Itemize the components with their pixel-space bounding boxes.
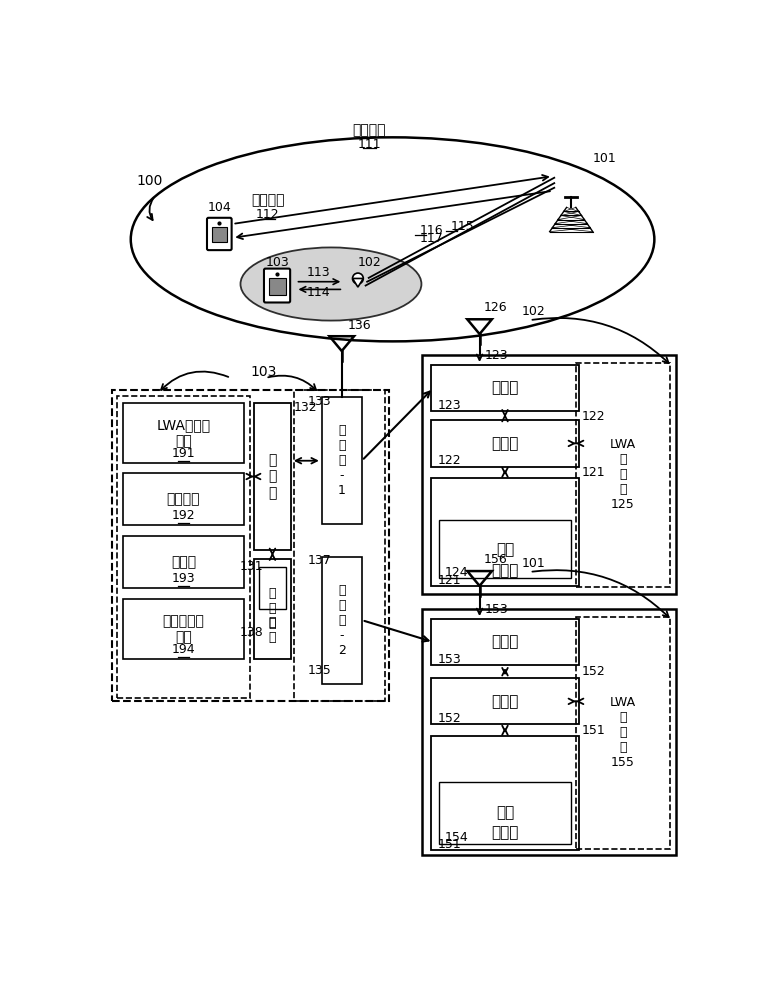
Text: 上行链路处
理器: 上行链路处 理器 [162,614,205,644]
Text: 194: 194 [172,643,195,656]
Text: 解封装器: 解封装器 [167,492,200,506]
FancyBboxPatch shape [212,227,227,242]
Text: 收
发
器
-
1: 收 发 器 - 1 [338,424,346,497]
Text: 191: 191 [172,447,195,460]
Text: 131: 131 [240,560,263,573]
Text: 102: 102 [522,305,546,318]
Text: 151: 151 [582,724,606,737]
Text: 121: 121 [437,574,461,587]
Text: 116: 116 [419,224,443,237]
Text: 下行链路: 下行链路 [251,194,285,208]
Text: 136: 136 [348,319,372,332]
Text: 121: 121 [582,466,605,479]
Text: 152: 152 [437,712,461,725]
Text: 135: 135 [308,664,332,677]
Text: 解码器: 解码器 [171,555,196,569]
Text: LWA
控
制
器
155: LWA 控 制 器 155 [610,696,636,769]
Circle shape [353,273,363,284]
Text: 133: 133 [308,395,332,408]
Text: 104: 104 [208,201,231,214]
Text: 103: 103 [250,365,277,379]
Text: 112: 112 [256,208,280,221]
Text: 122: 122 [437,454,461,467]
Text: 122: 122 [582,410,605,423]
Text: LWA地址管
理器: LWA地址管 理器 [157,418,211,448]
Text: 处理器: 处理器 [492,694,519,709]
Text: 101: 101 [522,557,546,570]
FancyBboxPatch shape [269,278,285,295]
Text: 151: 151 [437,838,461,851]
Text: 收
发
器
-
2: 收 发 器 - 2 [338,584,346,657]
Text: 收发器: 收发器 [492,635,519,650]
Text: LWA
控
制
器
125: LWA 控 制 器 125 [610,438,636,511]
FancyBboxPatch shape [264,269,290,302]
Text: 程序: 程序 [495,542,514,557]
Text: 处理器: 处理器 [492,436,519,451]
Text: 存
储
器: 存 储 器 [269,587,276,630]
Text: 117: 117 [419,232,443,245]
Text: 138: 138 [240,626,264,639]
Text: 152: 152 [582,665,606,678]
Text: 115: 115 [450,220,474,233]
Text: 处
理
器: 处 理 器 [268,453,277,500]
Text: 收发器: 收发器 [492,380,519,395]
FancyBboxPatch shape [207,218,231,250]
Text: 102: 102 [358,256,382,269]
Text: 153: 153 [437,653,461,666]
Text: 156: 156 [484,553,507,566]
Text: 126: 126 [484,301,507,314]
Text: 123: 123 [485,349,508,362]
Text: 132: 132 [293,401,317,414]
Text: 111: 111 [358,138,381,151]
Text: 103: 103 [266,256,289,269]
Text: 193: 193 [172,572,195,585]
Polygon shape [353,278,363,287]
Text: 123: 123 [437,399,461,412]
Text: 192: 192 [172,509,195,522]
Text: 101: 101 [593,152,616,165]
Text: 114: 114 [307,286,330,299]
Text: 存储器: 存储器 [492,826,519,841]
Text: 100: 100 [137,174,163,188]
Text: 存储器: 存储器 [492,563,519,578]
Text: 程
序: 程 序 [269,616,276,644]
Ellipse shape [241,247,422,321]
Text: 137: 137 [308,554,332,567]
Text: 程序: 程序 [495,806,514,820]
Text: 113: 113 [307,266,330,279]
Text: 124: 124 [445,566,469,579]
Text: 153: 153 [485,603,508,616]
Text: 154: 154 [445,831,469,844]
Text: 上行链路: 上行链路 [353,123,387,137]
